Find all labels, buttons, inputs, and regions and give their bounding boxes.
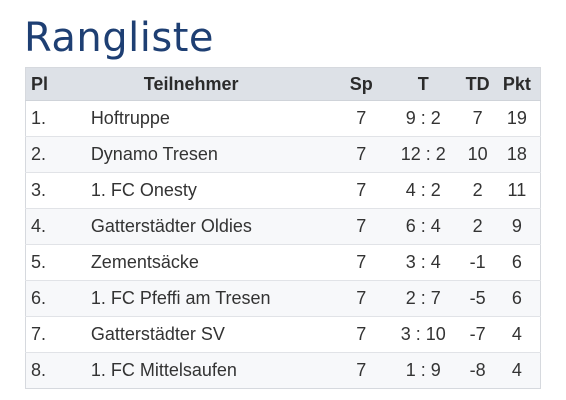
cell-teilnehmer: 1. FC Pfeffi am Tresen [90,280,332,317]
cell-t: 4 : 2 [391,172,456,209]
cell-pl: 4. [25,208,91,245]
table-row: 4. Gatterstädter Oldies 7 6 : 4 2 9 [25,208,541,245]
header-row: Pl Teilnehmer Sp T TD Pkt [25,67,541,101]
cell-td: -8 [455,352,500,389]
cell-td: 2 [455,208,500,245]
table-row: 2. Dynamo Tresen 7 12 : 2 10 18 [25,136,541,173]
table-row: 1. Hoftruppe 7 9 : 2 7 19 [25,100,541,137]
cell-pkt: 9 [499,208,541,245]
cell-td: 10 [455,136,500,173]
cell-pkt: 6 [499,280,541,317]
cell-td: -5 [455,280,500,317]
cell-pkt: 6 [499,244,541,281]
cell-pkt: 11 [499,172,541,209]
table-row: 3. 1. FC Onesty 7 4 : 2 2 11 [25,172,541,209]
cell-pl: 3. [25,172,91,209]
cell-t: 3 : 10 [391,316,456,353]
cell-pl: 2. [25,136,91,173]
cell-pkt: 18 [499,136,541,173]
cell-t: 2 : 7 [391,280,456,317]
cell-sp: 7 [331,316,392,353]
cell-teilnehmer: 1. FC Mittelsaufen [90,352,332,389]
cell-teilnehmer: Zementsäcke [90,244,332,281]
page-title: Rangliste [24,15,215,61]
cell-sp: 7 [331,244,392,281]
cell-sp: 7 [331,280,392,317]
cell-pl: 6. [25,280,91,317]
table-body: 1. Hoftruppe 7 9 : 2 7 19 2. Dynamo Tres… [25,100,541,389]
cell-pl: 8. [25,352,91,389]
cell-pkt: 4 [499,316,541,353]
cell-teilnehmer: Gatterstädter Oldies [90,208,332,245]
cell-teilnehmer: Hoftruppe [90,100,332,137]
cell-t: 1 : 9 [391,352,456,389]
cell-t: 3 : 4 [391,244,456,281]
cell-td: 2 [455,172,500,209]
cell-sp: 7 [331,352,392,389]
header-td: TD [455,67,500,101]
table-row: 8. 1. FC Mittelsaufen 7 1 : 9 -8 4 [25,352,541,389]
cell-pl: 7. [25,316,91,353]
cell-pkt: 19 [499,100,541,137]
cell-t: 6 : 4 [391,208,456,245]
table-row: 6. 1. FC Pfeffi am Tresen 7 2 : 7 -5 6 [25,280,541,317]
cell-t: 12 : 2 [391,136,456,173]
cell-sp: 7 [331,136,392,173]
cell-sp: 7 [331,172,392,209]
cell-td: -1 [455,244,500,281]
cell-teilnehmer: 1. FC Onesty [90,172,332,209]
cell-td: -7 [455,316,500,353]
cell-teilnehmer: Gatterstädter SV [90,316,332,353]
header-pkt: Pkt [499,67,541,101]
cell-td: 7 [455,100,500,137]
header-t: T [391,67,456,101]
table-row: 7. Gatterstädter SV 7 3 : 10 -7 4 [25,316,541,353]
header-teilnehmer: Teilnehmer [90,67,332,101]
cell-pl: 1. [25,100,91,137]
cell-sp: 7 [331,100,392,137]
header-sp: Sp [331,67,392,101]
ranking-table: Pl Teilnehmer Sp T TD Pkt 1. Hoftruppe 7… [25,67,541,389]
cell-pkt: 4 [499,352,541,389]
table-row: 5. Zementsäcke 7 3 : 4 -1 6 [25,244,541,281]
header-pl: Pl [25,67,91,101]
cell-t: 9 : 2 [391,100,456,137]
table-header: Pl Teilnehmer Sp T TD Pkt [25,67,541,101]
cell-pl: 5. [25,244,91,281]
cell-sp: 7 [331,208,392,245]
cell-teilnehmer: Dynamo Tresen [90,136,332,173]
